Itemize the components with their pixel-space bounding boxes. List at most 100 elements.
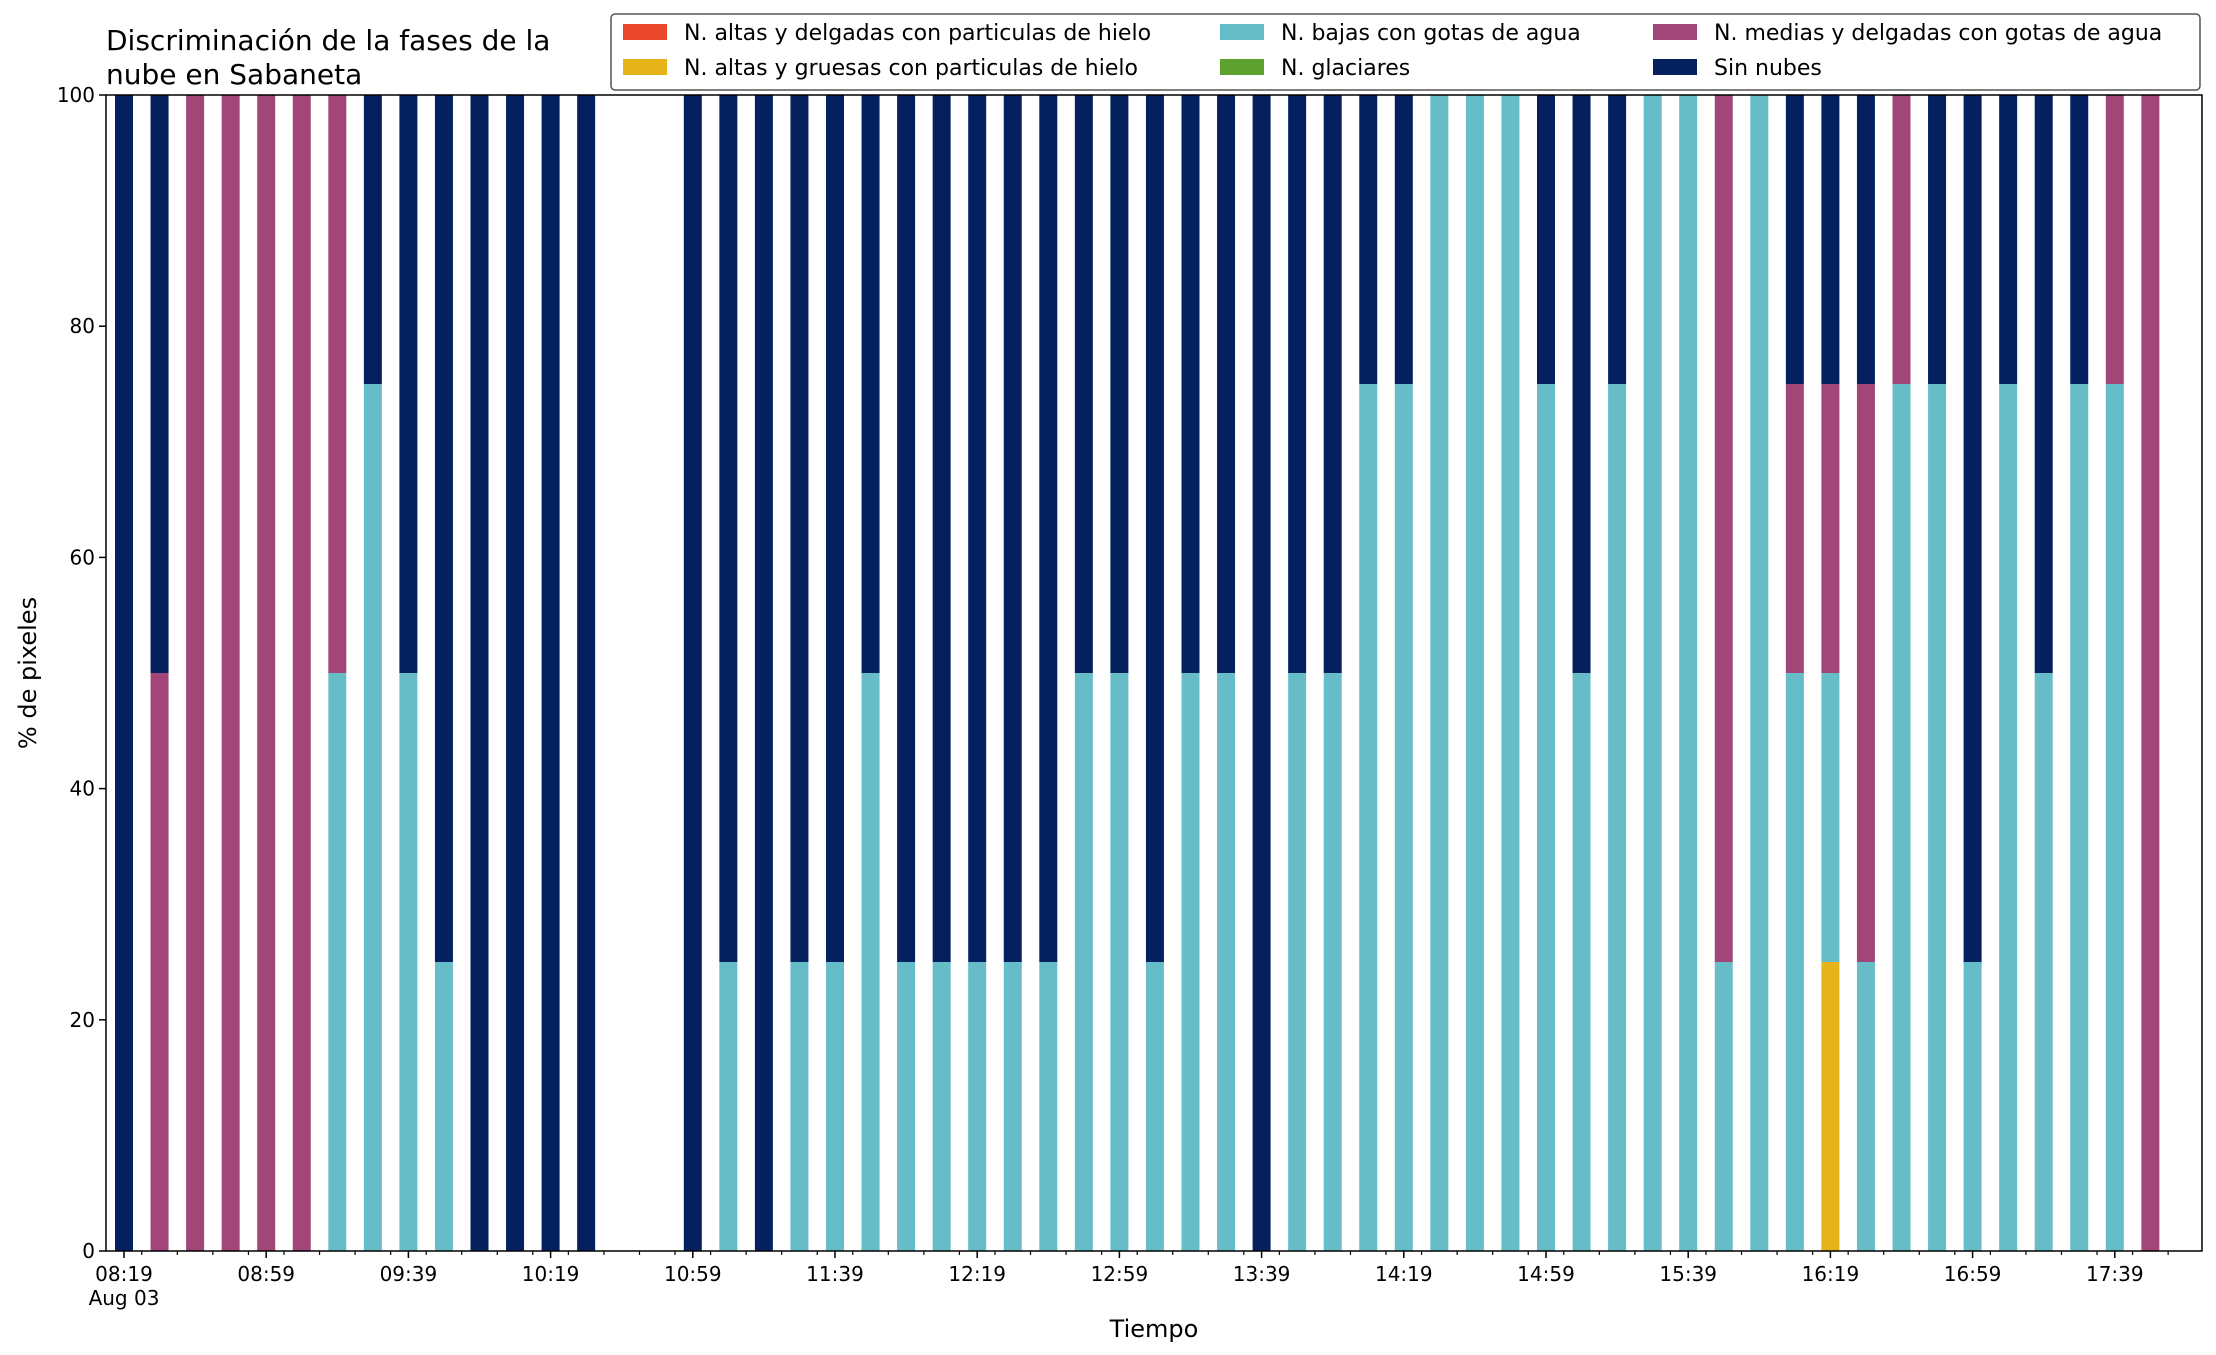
x-tick-label: 17:39 <box>2086 1262 2144 1286</box>
chart-title: Discriminación de la fases de la nube en… <box>106 24 550 91</box>
bar-segment <box>826 95 844 962</box>
bar-segment <box>1181 95 1200 673</box>
x-tick-label: 12:59 <box>1091 1262 1149 1286</box>
bar-segment <box>541 95 560 1251</box>
bar-segment <box>577 95 596 1251</box>
bar-segment <box>506 95 525 1251</box>
legend-swatch <box>623 24 667 40</box>
bar-segment <box>1856 384 1875 962</box>
bar-segment <box>1608 384 1627 1251</box>
bar-segment <box>2105 384 2124 1251</box>
y-tick-label: 0 <box>82 1239 95 1263</box>
bar-segment <box>399 95 418 673</box>
bar-segment <box>328 95 347 673</box>
x-tick-label: 16:19 <box>1802 1262 1860 1286</box>
bar-segment <box>861 673 880 1251</box>
bar-segment <box>1928 95 1947 384</box>
chart-title-line-2: nube en Sabaneta <box>106 58 362 91</box>
y-tick-label: 100 <box>57 83 95 107</box>
bar-segment <box>1039 95 1058 962</box>
x-tick-label: 10:59 <box>664 1262 722 1286</box>
x-tick-label: 08:19 <box>95 1262 153 1286</box>
bar-segment <box>1963 95 1982 962</box>
legend-label: N. bajas con gotas de agua <box>1281 21 1581 46</box>
bar-segment <box>1394 95 1413 384</box>
y-tick-label: 20 <box>70 1008 95 1032</box>
bar-segment <box>1821 95 1840 384</box>
x-tick-label: 15:39 <box>1659 1262 1717 1286</box>
bar-segment <box>363 384 382 1251</box>
bar-segment <box>861 95 880 673</box>
bar-segment <box>1145 962 1164 1251</box>
bar-segment <box>1537 384 1555 1251</box>
bar-segment <box>1785 384 1804 673</box>
bar-segment <box>1750 95 1769 1251</box>
bar-segment <box>2105 95 2124 384</box>
bar-segment <box>1999 384 2018 1251</box>
plot-area-frame <box>105 94 2203 1252</box>
legend-swatch <box>1220 59 1264 75</box>
bar-segment <box>115 95 133 1251</box>
bar-segment <box>1537 95 1555 384</box>
bar-segment <box>1785 673 1804 1251</box>
bar-segment <box>1856 962 1875 1251</box>
legend-box <box>610 13 2201 91</box>
bar-segment <box>1145 95 1164 962</box>
legend-swatch <box>623 59 667 75</box>
bar-segment <box>1643 95 1662 1251</box>
bar-segment <box>932 95 951 962</box>
bar-segment <box>1217 673 1236 1251</box>
x-tick-label: 14:19 <box>1375 1262 1433 1286</box>
bar-segment <box>328 673 347 1251</box>
chart-title-line-1: Discriminación de la fases de la <box>106 24 550 57</box>
bar-segment <box>399 673 418 1251</box>
x-tick-label: 14:59 <box>1517 1262 1575 1286</box>
bar-segment <box>2141 95 2160 1251</box>
bar-segment <box>754 95 773 1251</box>
bar-segment <box>221 95 240 1251</box>
bar-segment <box>1074 95 1093 673</box>
bar-segment <box>434 95 453 962</box>
bar-segment <box>1110 673 1129 1251</box>
bar-segment <box>1963 962 1982 1251</box>
bar-segment <box>1465 95 1484 1251</box>
legend: N. altas y delgadas con particulas de hi… <box>610 13 2201 91</box>
bar-segment <box>257 95 276 1251</box>
bar-segment <box>1928 384 1947 1251</box>
bar-segment <box>1856 95 1875 384</box>
bar-segment <box>968 95 987 962</box>
bar-segment <box>150 95 169 673</box>
bars-layer <box>115 95 2160 1251</box>
x-tick-label: 10:19 <box>522 1262 580 1286</box>
bar-segment <box>2070 384 2089 1251</box>
x-tick-label: 12:19 <box>948 1262 1006 1286</box>
bar-segment <box>1892 384 1911 1251</box>
x-tick-label: 16:59 <box>1944 1262 2002 1286</box>
legend-label: N. altas y gruesas con particulas de hie… <box>684 56 1138 81</box>
bar-segment <box>826 962 844 1251</box>
bar-segment <box>1323 673 1342 1251</box>
bar-segment <box>1003 962 1022 1251</box>
bar-segment <box>1288 95 1307 673</box>
bar-segment <box>1892 95 1911 384</box>
bar-segment <box>1714 962 1733 1251</box>
bar-segment <box>1785 95 1804 384</box>
bar-segment <box>1821 962 1840 1251</box>
bar-segment <box>1679 95 1698 1251</box>
bar-segment <box>1572 673 1591 1251</box>
bar-segment <box>719 962 738 1251</box>
bar-segment <box>1181 673 1200 1251</box>
bar-segment <box>434 962 453 1251</box>
legend-label: Sin nubes <box>1714 56 1822 81</box>
x-tick-sublabel: Aug 03 <box>89 1286 160 1310</box>
bar-segment <box>1359 95 1378 384</box>
y-tick-label: 60 <box>70 545 95 569</box>
bar-segment <box>1003 95 1022 962</box>
bar-segment <box>1359 384 1378 1251</box>
bar-segment <box>1501 95 1520 1251</box>
bar-segment <box>897 95 916 962</box>
bar-segment <box>719 95 738 962</box>
y-tick-label: 40 <box>70 777 95 801</box>
